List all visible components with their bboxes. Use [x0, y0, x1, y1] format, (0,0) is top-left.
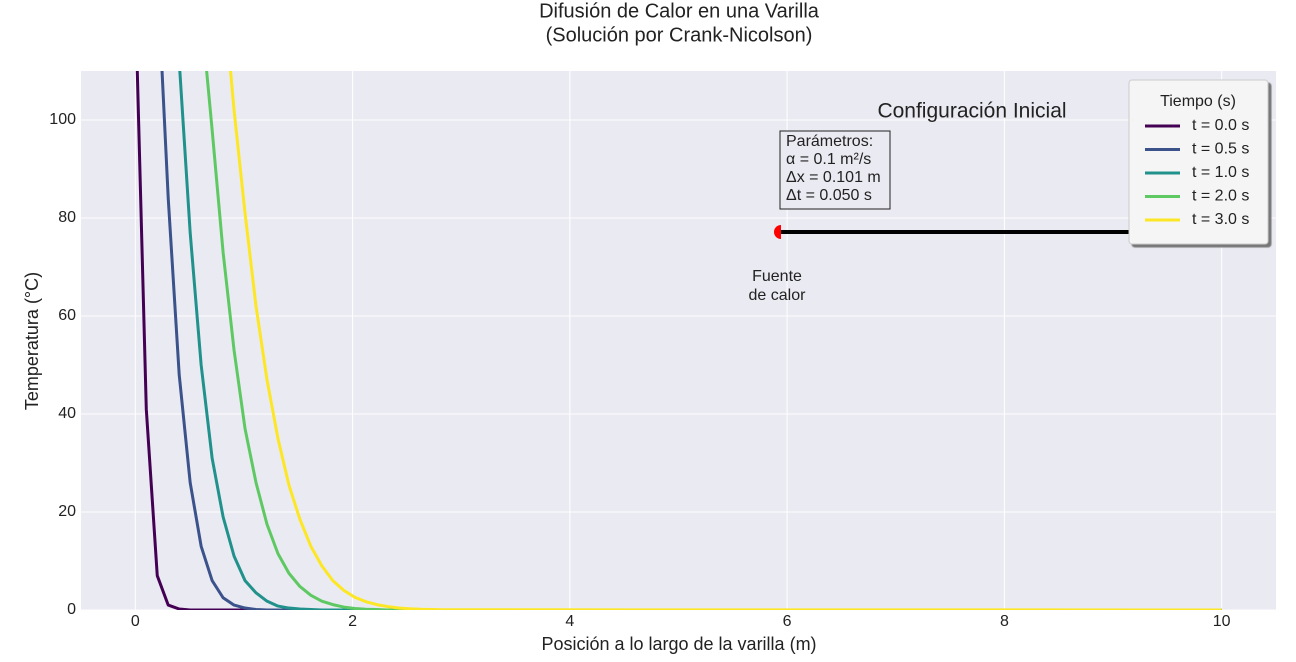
chart-title: Difusión de Calor en una Varilla: [539, 0, 820, 22]
parameter-box: [779, 130, 891, 210]
legend-label: t = 2.0 s: [1192, 188, 1249, 205]
plot-area: [81, 71, 1276, 610]
parameter-text: Parámetros:: [786, 133, 873, 150]
x-tick-label: 4: [565, 613, 574, 630]
legend-label: t = 0.5 s: [1192, 141, 1249, 158]
y-axis-label: Temperatura (°C): [22, 272, 42, 410]
x-tick-label: 10: [1213, 613, 1231, 630]
y-tick-label: 80: [58, 209, 76, 226]
x-tick-label: 2: [348, 613, 357, 630]
chart-title: (Solución por Crank-Nicolson): [546, 24, 813, 46]
source-label: de calor: [749, 287, 807, 304]
legend-box: [1128, 79, 1269, 245]
legend-label: t = 0.0 s: [1192, 117, 1249, 134]
data-line: [205, 71, 1222, 610]
y-tick-label: 40: [58, 405, 76, 422]
x-tick-label: 0: [131, 613, 140, 630]
data-line: [135, 71, 1222, 610]
y-tick-label: 100: [49, 111, 76, 128]
legend-title: Tiempo (s): [1160, 93, 1236, 110]
data-line: [229, 71, 1222, 610]
data-line: [178, 71, 1222, 610]
y-tick-label: 0: [67, 601, 76, 618]
heat-source: [774, 225, 781, 239]
parameter-text: Δt = 0.050 s: [786, 187, 872, 204]
x-tick-label: 6: [783, 613, 792, 630]
config-title: Configuración Inicial: [877, 100, 1066, 123]
legend-label: t = 1.0 s: [1192, 164, 1249, 181]
x-axis-label: Posición a lo largo de la varilla (m): [541, 634, 816, 654]
x-tick-label: 8: [1000, 613, 1009, 630]
data-line: [160, 71, 1222, 610]
parameter-text: Δx = 0.101 m: [786, 169, 881, 186]
legend-label: t = 3.0 s: [1192, 211, 1249, 228]
parameter-text: α = 0.1 m²/s: [786, 151, 871, 168]
y-tick-label: 20: [58, 503, 76, 520]
source-label: Fuente: [752, 268, 802, 285]
y-tick-label: 60: [58, 307, 76, 324]
